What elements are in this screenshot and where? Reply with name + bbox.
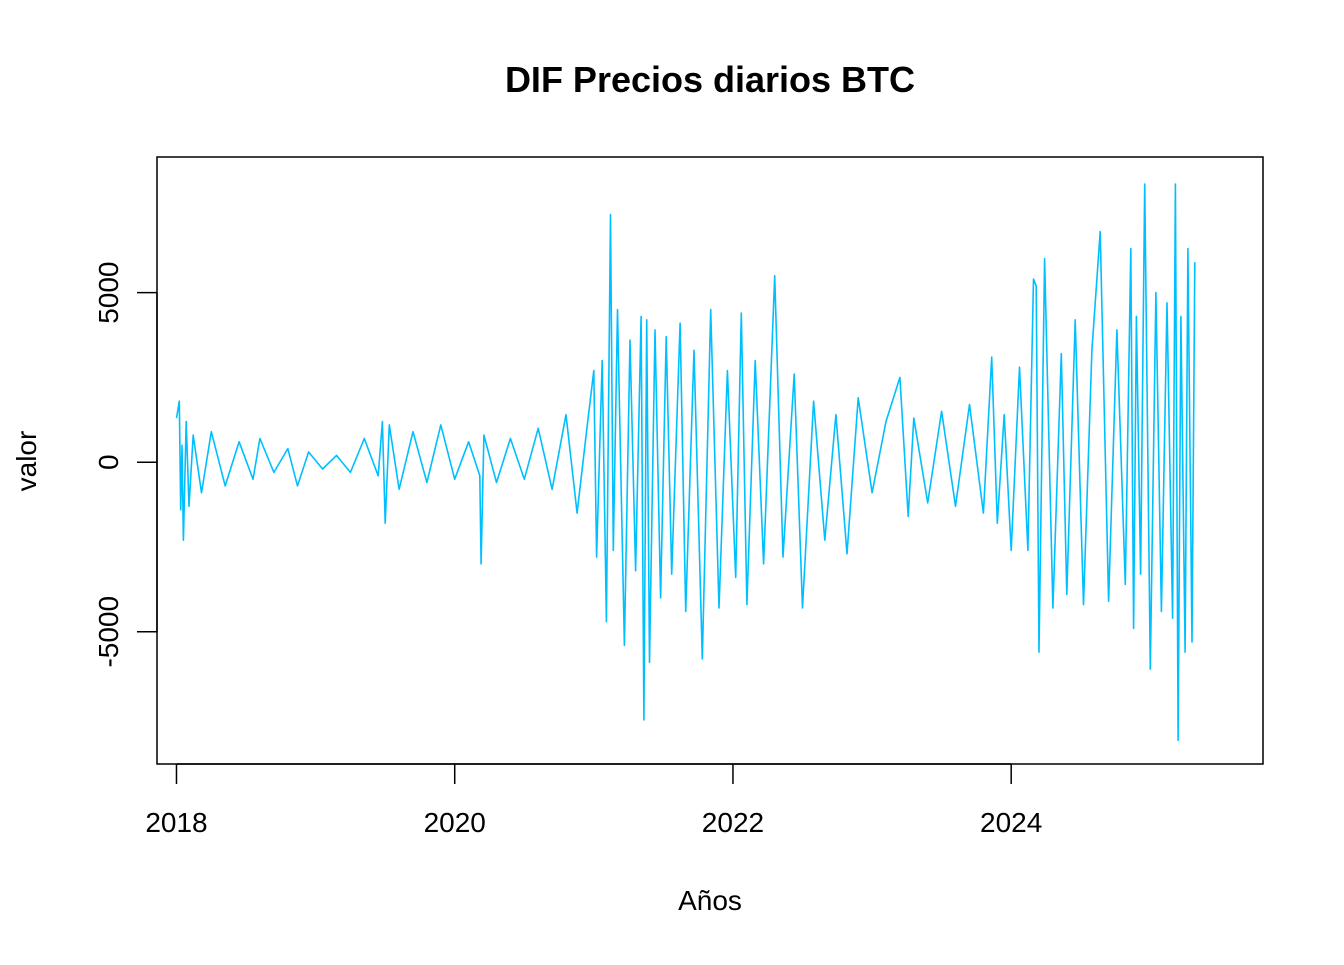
x-tick-label: 2020 bbox=[424, 807, 486, 838]
y-axis-label: valor bbox=[11, 431, 42, 492]
y-axis: -5000 0 5000 bbox=[93, 261, 158, 668]
series-layer bbox=[175, 183, 1196, 742]
plot-frame bbox=[156, 156, 1264, 765]
chart-title: DIF Precios diarios BTC bbox=[505, 59, 915, 100]
series-line-1 bbox=[175, 183, 1196, 742]
x-tick-label: 2022 bbox=[702, 807, 764, 838]
x-tick-label: 2024 bbox=[980, 807, 1042, 838]
y-tick-label: 0 bbox=[93, 454, 124, 470]
y-tick-label: 5000 bbox=[93, 261, 124, 323]
x-axis: 2018 2020 2022 2024 bbox=[145, 763, 1042, 838]
x-axis-label: Años bbox=[678, 885, 742, 916]
x-tick-label: 2018 bbox=[145, 807, 207, 838]
y-tick-label: -5000 bbox=[93, 596, 124, 668]
